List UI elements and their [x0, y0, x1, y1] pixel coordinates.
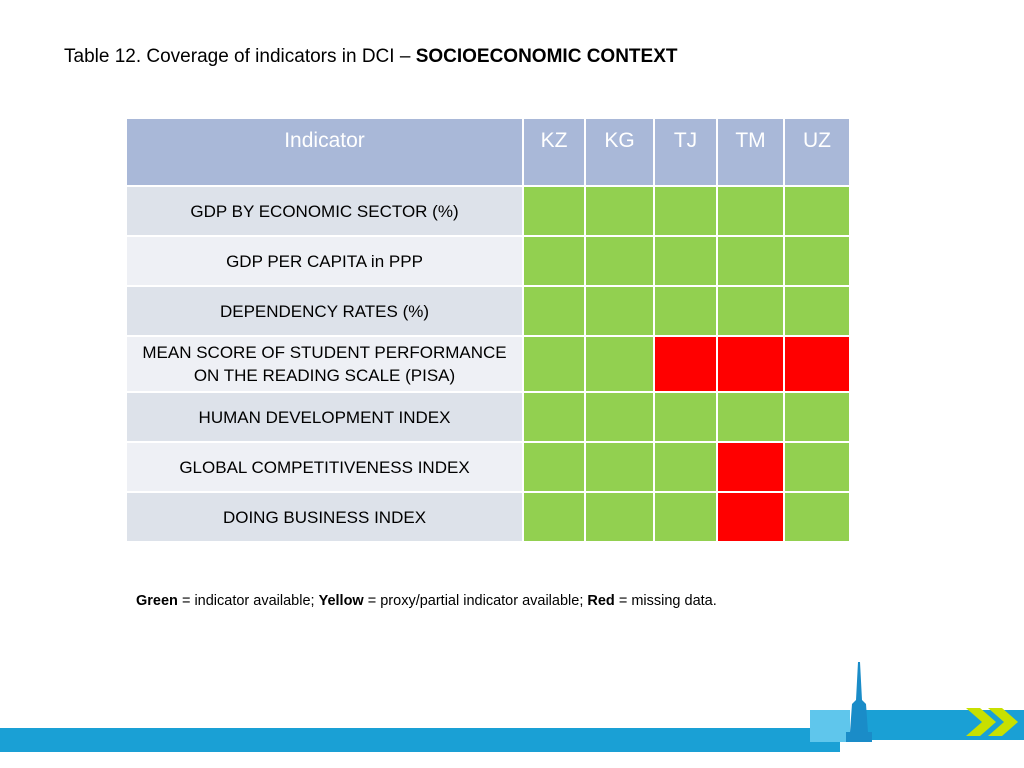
- status-cell-kg-green: [584, 185, 655, 237]
- status-cell-kg-green: [584, 285, 655, 337]
- legend: Green = indicator available; Yellow = pr…: [136, 593, 717, 609]
- header-indicator: Indicator: [125, 117, 524, 187]
- status-cell-tj-green: [653, 391, 718, 443]
- status-cell-tm-red: [716, 441, 785, 493]
- indicator-cell: GLOBAL COMPETITIVENESS INDEX: [125, 441, 524, 493]
- status-cell-tm-green: [716, 391, 785, 443]
- table-header-row: Indicator KZ KG TJ TM UZ: [125, 117, 851, 187]
- status-cell-tm-green: [716, 235, 785, 287]
- table-row: GLOBAL COMPETITIVENESS INDEX: [125, 441, 851, 493]
- table-row: GDP PER CAPITA in PPP: [125, 235, 851, 287]
- indicator-cell: DEPENDENCY RATES (%): [125, 285, 524, 337]
- indicator-cell: DOING BUSINESS INDEX: [125, 491, 524, 543]
- status-cell-tm-red: [716, 335, 785, 393]
- status-cell-kg-green: [584, 441, 655, 493]
- status-cell-kg-green: [584, 335, 655, 393]
- double-chevron-right-icon: [966, 708, 1018, 736]
- page-title: Table 12. Coverage of indicators in DCI …: [64, 44, 677, 70]
- status-cell-tm-green: [716, 285, 785, 337]
- indicator-cell: GDP BY ECONOMIC SECTOR (%): [125, 185, 524, 237]
- legend-green-label: Green: [136, 593, 178, 609]
- header-country-kg: KG: [584, 117, 655, 187]
- status-cell-tj-green: [653, 441, 718, 493]
- title-prefix: Table 12. Coverage of indicators in DCI …: [64, 46, 416, 67]
- status-cell-kz-green: [522, 285, 586, 337]
- coverage-table: Indicator KZ KG TJ TM UZ GDP BY ECONOMIC…: [125, 117, 851, 543]
- status-cell-uz-green: [783, 285, 851, 337]
- status-cell-tj-green: [653, 185, 718, 237]
- status-cell-kg-green: [584, 235, 655, 287]
- table-row: DEPENDENCY RATES (%): [125, 285, 851, 337]
- legend-red-text: = missing data.: [614, 593, 717, 609]
- status-cell-uz-green: [783, 391, 851, 443]
- table-row: HUMAN DEVELOPMENT INDEX: [125, 391, 851, 443]
- status-cell-tj-green: [653, 235, 718, 287]
- status-cell-tm-green: [716, 185, 785, 237]
- status-cell-kz-green: [522, 235, 586, 287]
- status-cell-tj-green: [653, 285, 718, 337]
- status-cell-uz-green: [783, 185, 851, 237]
- status-cell-tj-green: [653, 491, 718, 543]
- legend-red-label: Red: [587, 593, 615, 609]
- table-row: DOING BUSINESS INDEX: [125, 491, 851, 543]
- status-cell-uz-green: [783, 491, 851, 543]
- indicator-cell: HUMAN DEVELOPMENT INDEX: [125, 391, 524, 443]
- header-country-kz: KZ: [522, 117, 586, 187]
- status-cell-kz-green: [522, 441, 586, 493]
- status-cell-kz-green: [522, 491, 586, 543]
- legend-yellow-text: = proxy/partial indicator available;: [363, 593, 588, 609]
- status-cell-kz-green: [522, 335, 586, 393]
- header-country-uz: UZ: [783, 117, 851, 187]
- status-cell-kg-green: [584, 491, 655, 543]
- status-cell-kg-green: [584, 391, 655, 443]
- header-country-tj: TJ: [653, 117, 718, 187]
- status-cell-uz-red: [783, 335, 851, 393]
- status-cell-kz-green: [522, 391, 586, 443]
- legend-yellow-label: Yellow: [318, 593, 364, 609]
- footer-decoration: [810, 662, 1018, 742]
- status-cell-uz-green: [783, 441, 851, 493]
- indicator-cell: GDP PER CAPITA in PPP: [125, 235, 524, 287]
- status-cell-uz-green: [783, 235, 851, 287]
- legend-green-text: = indicator available;: [177, 593, 319, 609]
- header-country-tm: TM: [716, 117, 785, 187]
- table-row: GDP BY ECONOMIC SECTOR (%): [125, 185, 851, 237]
- table-row: MEAN SCORE OF STUDENT PERFORMANCE ON THE…: [125, 335, 851, 393]
- status-cell-tj-red: [653, 335, 718, 393]
- footer-bar: [0, 728, 840, 752]
- title-emphasis: SOCIOECONOMIC CONTEXT: [415, 46, 678, 67]
- status-cell-kz-green: [522, 185, 586, 237]
- table-body: GDP BY ECONOMIC SECTOR (%) GDP PER CAPITA…: [125, 185, 851, 543]
- tower-icon: [846, 662, 872, 742]
- status-cell-tm-red: [716, 491, 785, 543]
- indicator-cell: MEAN SCORE OF STUDENT PERFORMANCE ON THE…: [125, 335, 524, 393]
